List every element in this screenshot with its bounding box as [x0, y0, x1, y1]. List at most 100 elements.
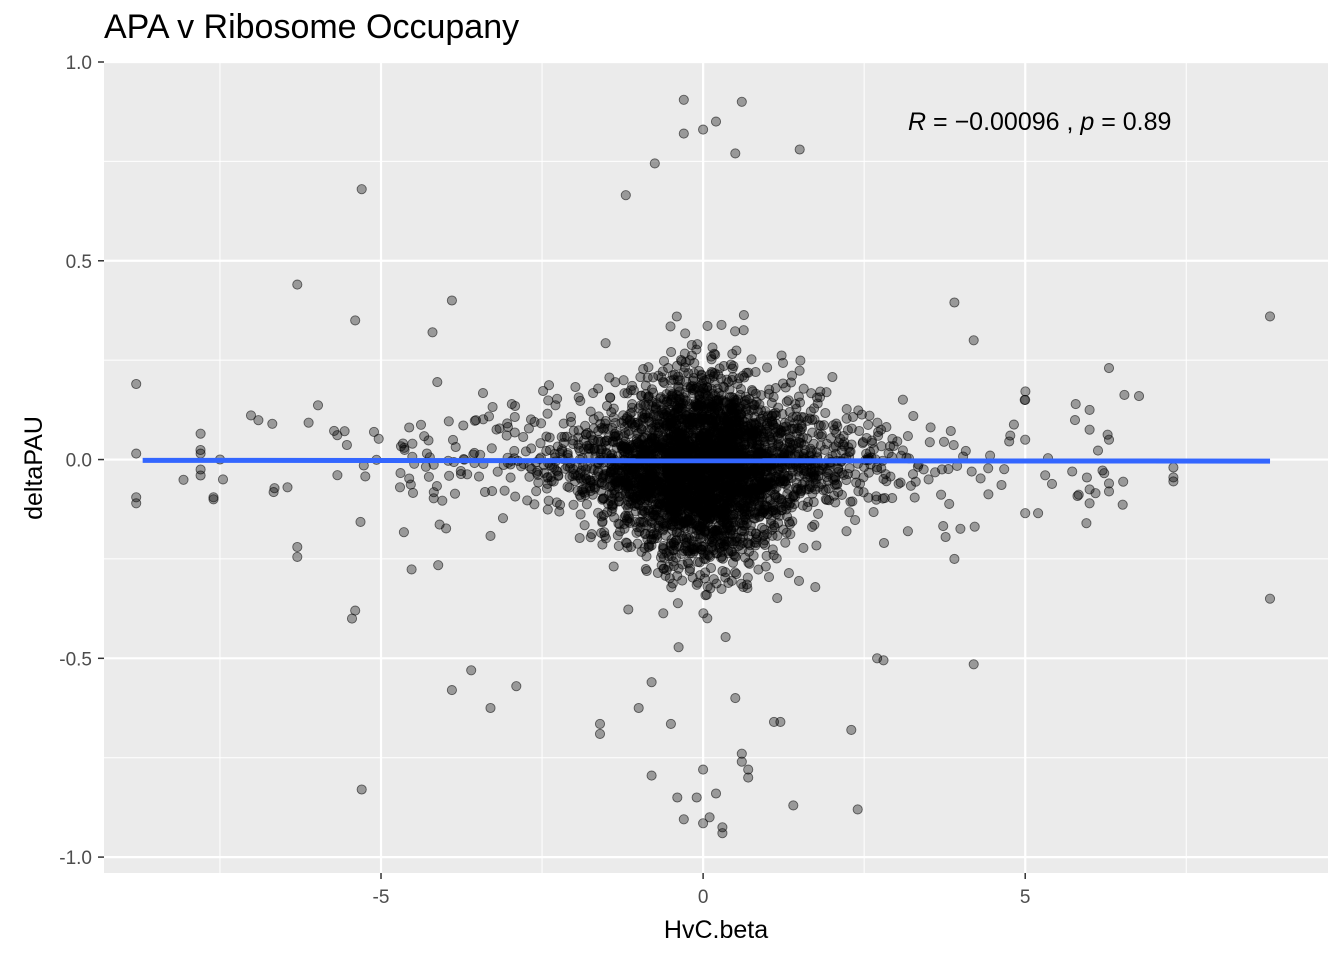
data-point	[846, 439, 857, 450]
data-point	[659, 443, 670, 454]
data-point	[538, 385, 549, 397]
data-point	[710, 349, 721, 360]
data-point	[823, 465, 834, 476]
data-point	[736, 748, 747, 759]
data-point	[208, 494, 219, 505]
data-point	[572, 470, 584, 481]
correlation-annotation: R = −0.00096 , p = 0.89	[908, 108, 1171, 136]
data-point	[1040, 470, 1051, 481]
p-value: 0.89	[1123, 108, 1172, 136]
x-tick-label: 0	[698, 887, 709, 908]
x-axis-title: HvC.beta	[664, 916, 768, 944]
data-point	[850, 515, 861, 526]
data-point	[350, 315, 361, 326]
data-point	[1046, 478, 1058, 489]
data-point	[702, 581, 713, 592]
data-point	[740, 398, 751, 409]
data-point	[497, 513, 509, 524]
data-point	[788, 800, 799, 811]
data-point	[712, 509, 723, 520]
data-point	[850, 469, 861, 480]
data-point	[1264, 593, 1276, 604]
data-point	[608, 561, 619, 572]
data-point	[505, 472, 516, 483]
data-point	[819, 444, 830, 455]
data-point	[487, 401, 498, 413]
data-point	[820, 407, 831, 419]
data-point	[881, 476, 892, 487]
data-point	[672, 461, 684, 472]
data-point	[815, 420, 826, 431]
data-point	[462, 469, 473, 480]
data-point	[722, 419, 733, 430]
data-point	[466, 665, 477, 676]
data-point	[672, 792, 683, 803]
data-point	[795, 426, 806, 437]
data-point	[966, 466, 977, 477]
data-point	[638, 473, 649, 484]
data-point	[905, 480, 916, 491]
data-point	[542, 504, 553, 515]
data-point	[449, 488, 461, 499]
data-point	[671, 311, 682, 322]
data-point	[1081, 518, 1092, 529]
data-point	[949, 553, 960, 564]
data-point	[373, 433, 384, 444]
data-point	[983, 489, 994, 500]
data-point	[604, 372, 615, 383]
data-point	[671, 485, 683, 496]
data-point	[1084, 424, 1095, 435]
data-point	[1069, 415, 1081, 426]
data-point	[683, 368, 694, 379]
data-point	[437, 495, 448, 506]
data-point	[605, 392, 616, 403]
data-point	[773, 517, 784, 529]
data-point	[975, 473, 986, 484]
y-tick-label: 0.0	[66, 451, 92, 472]
data-point	[996, 479, 1007, 491]
data-point	[355, 516, 366, 527]
data-point	[360, 471, 371, 482]
data-point	[423, 471, 434, 482]
data-point	[948, 440, 959, 451]
data-point	[1133, 391, 1145, 402]
data-point	[755, 424, 766, 435]
data-point	[708, 371, 719, 382]
data-point	[565, 411, 576, 422]
data-point	[798, 542, 809, 553]
data-point	[763, 478, 774, 489]
r-value: −0.00096	[955, 108, 1060, 136]
data-point	[734, 433, 745, 444]
data-point	[787, 516, 798, 527]
data-point	[131, 448, 142, 459]
data-point	[594, 718, 606, 729]
data-point	[816, 429, 827, 440]
data-point	[1020, 508, 1031, 519]
data-point	[807, 521, 818, 532]
data-point	[667, 578, 678, 589]
data-point	[518, 431, 529, 443]
data-point	[593, 383, 604, 394]
data-point	[737, 370, 748, 381]
data-point	[531, 486, 542, 497]
data-point	[691, 792, 702, 803]
data-point	[623, 604, 634, 615]
data-point	[663, 362, 674, 374]
data-point	[395, 468, 406, 479]
data-point	[644, 488, 656, 499]
data-point	[655, 492, 666, 504]
data-point	[841, 413, 852, 424]
data-point	[1084, 484, 1095, 495]
chart-title: APA v Ribosome Occupany	[104, 8, 520, 46]
data-point	[541, 431, 552, 442]
data-point	[684, 427, 695, 438]
data-point	[781, 504, 792, 515]
data-point	[700, 590, 711, 601]
data-point	[131, 498, 142, 509]
data-point	[543, 495, 554, 506]
data-point	[312, 400, 324, 411]
data-point	[601, 435, 612, 446]
data-point	[554, 506, 565, 517]
data-point	[593, 467, 604, 478]
data-point	[672, 598, 683, 609]
